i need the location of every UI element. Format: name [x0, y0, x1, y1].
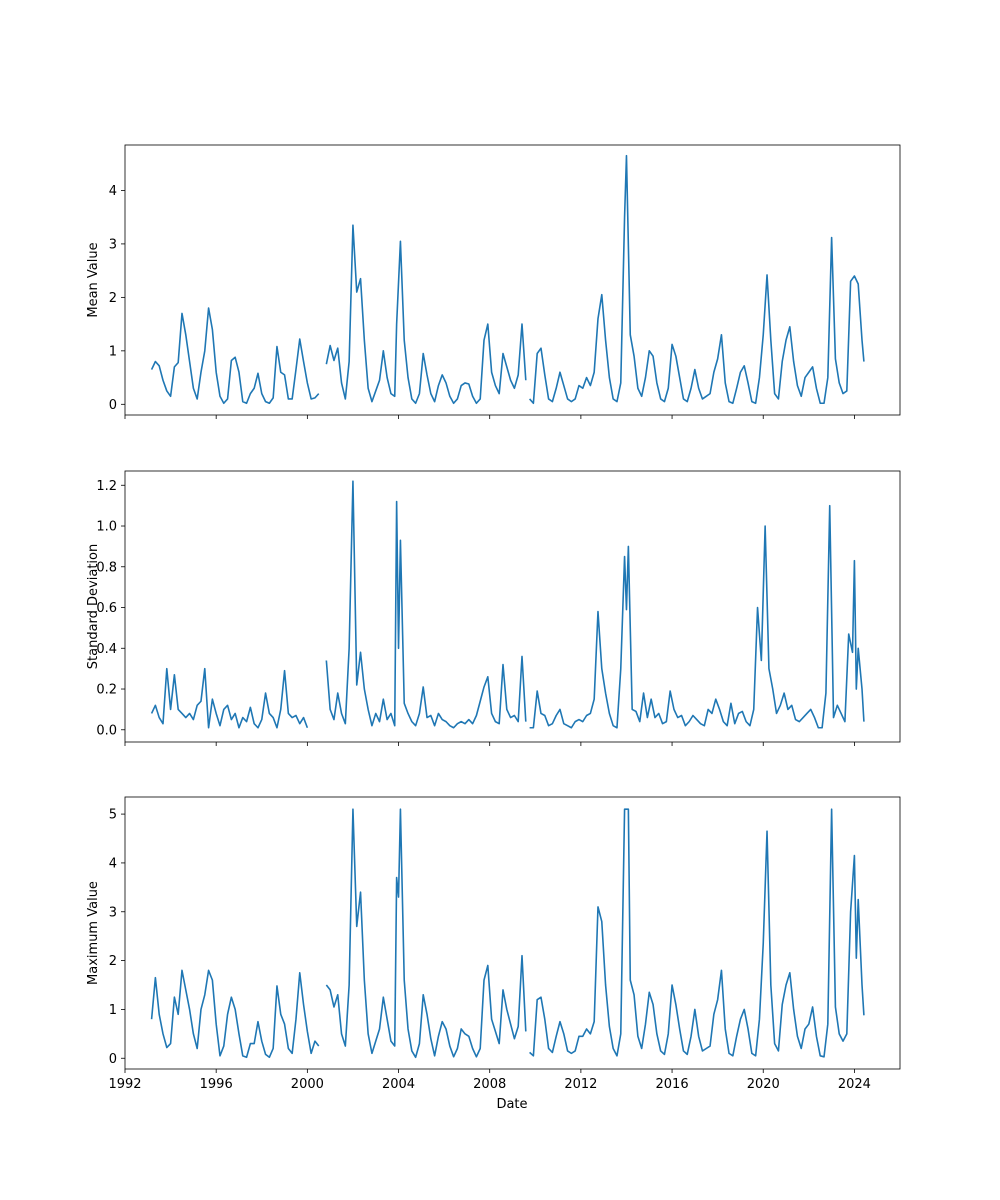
mean-series-line: [150, 154, 865, 405]
stddev-y-tick-label: 0.2: [96, 683, 117, 698]
stddev-y-tick-label: 1.2: [96, 479, 117, 494]
mean-y-tick-label: 2: [109, 291, 117, 306]
maximum-y-axis-label: Maximum Value: [86, 881, 101, 985]
mean-panel: 0 1 2 3 4 Mean Value: [86, 144, 901, 419]
maximum-y-tick-label: 1: [109, 1003, 117, 1018]
stddev-y-tick-label: 0.8: [96, 560, 117, 575]
mean-y-tick-label: 1: [109, 344, 117, 359]
maximum-x-tick-label: 1992: [108, 1077, 141, 1092]
maximum-x-tick-label: 2008: [473, 1077, 506, 1092]
maximum-y-tick-label: 2: [109, 954, 117, 969]
mean-y-tick-label: 4: [109, 184, 117, 199]
stddev-y-axis-label: Standard Deviation: [86, 544, 101, 669]
stddev-panel: 0.0 0.2 0.4 0.6 0.8 1.0 1.2 Standard Deviation: [86, 470, 901, 746]
stddev-y-tick-label: 0.6: [96, 601, 117, 616]
maximum-x-tick-label: 2000: [291, 1077, 324, 1092]
maximum-panel: 0 1 2 3 4 5 1992 1996 2000 2004 2008 2012 2016 2020 20…: [86, 796, 901, 1092]
maximum-x-tick-label: 2004: [382, 1077, 415, 1092]
stddev-y-tick-label: 1.0: [96, 520, 117, 535]
maximum-y-tick-label: 4: [109, 856, 117, 871]
mean-axes-frame: [124, 144, 901, 416]
mean-y-axis-label: Mean Value: [86, 242, 101, 317]
maximum-x-tick-label: 2024: [838, 1077, 871, 1092]
maximum-y-tick-label: 5: [109, 808, 117, 823]
maximum-x-tick-label: 2020: [747, 1077, 780, 1092]
maximum-axes-frame: [124, 796, 901, 1070]
maximum-y-tick-label: 3: [109, 905, 117, 920]
maximum-x-tick-label: 2016: [656, 1077, 689, 1092]
stddev-axes-frame: [124, 470, 901, 743]
maximum-x-tick-label: 1996: [200, 1077, 233, 1092]
x-axis-label: Date: [496, 1097, 527, 1112]
panels: 0 1 2 3 4 Mean Value 0.0 0.2 0.4 0.6 0.8 1.0 1.2 Stan…: [86, 144, 901, 1092]
maximum-y-tick-label: 0: [109, 1052, 117, 1067]
stddev-y-tick-label: 0.0: [96, 723, 117, 738]
stddev-series-line: [150, 480, 865, 729]
maximum-series-line: [150, 808, 865, 1059]
mean-y-tick-label: 0: [109, 398, 117, 413]
maximum-x-tick-label: 2012: [564, 1077, 597, 1092]
mean-y-tick-label: 3: [109, 237, 117, 252]
stddev-y-tick-label: 0.4: [96, 642, 117, 657]
